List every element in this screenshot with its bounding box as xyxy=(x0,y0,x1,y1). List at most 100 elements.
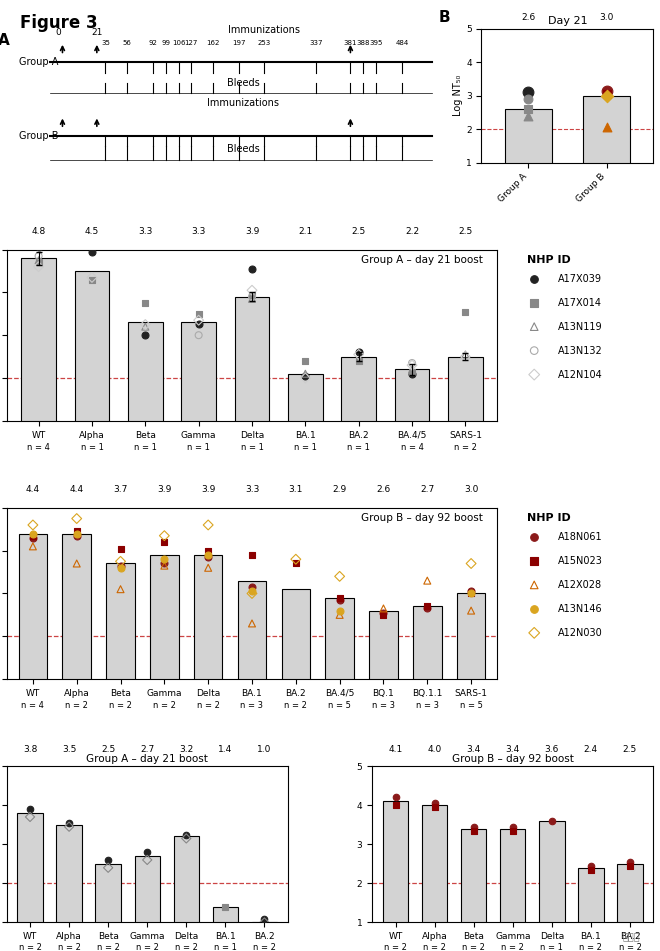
Text: 3.3: 3.3 xyxy=(191,227,206,236)
Text: 4.8: 4.8 xyxy=(32,227,46,236)
Point xyxy=(140,296,150,311)
Text: 4.1: 4.1 xyxy=(389,745,403,753)
Text: n = 3: n = 3 xyxy=(240,701,263,710)
Text: 4.5: 4.5 xyxy=(85,227,99,236)
Text: 337: 337 xyxy=(310,40,323,46)
Text: 4.4: 4.4 xyxy=(70,485,84,495)
Point xyxy=(140,319,150,334)
Bar xyxy=(461,828,486,951)
Text: n = 2: n = 2 xyxy=(197,701,220,710)
Text: n = 2: n = 2 xyxy=(384,942,407,951)
Point xyxy=(103,860,114,875)
Text: n = 1: n = 1 xyxy=(240,443,263,452)
Bar xyxy=(235,297,269,464)
Point xyxy=(523,85,534,100)
Text: 127: 127 xyxy=(185,40,198,46)
Point xyxy=(142,844,152,860)
Point xyxy=(460,347,471,362)
Text: 92: 92 xyxy=(148,40,157,46)
Text: Bleeds: Bleeds xyxy=(226,144,259,154)
Text: 0: 0 xyxy=(55,29,61,37)
Point xyxy=(71,556,82,572)
Bar xyxy=(21,258,56,464)
Text: 35: 35 xyxy=(101,40,110,46)
Text: 1.0: 1.0 xyxy=(257,745,271,753)
Bar xyxy=(96,864,121,951)
Bar xyxy=(341,357,376,464)
Text: 2.6: 2.6 xyxy=(521,12,535,22)
Text: 2.5: 2.5 xyxy=(623,745,637,753)
Point xyxy=(353,353,364,368)
Point xyxy=(115,553,126,569)
Point xyxy=(33,259,44,274)
Title: Group A – day 21 boost: Group A – day 21 boost xyxy=(86,754,208,764)
Text: n = 2: n = 2 xyxy=(618,942,642,951)
Point xyxy=(523,108,534,124)
Point xyxy=(300,368,311,383)
Bar xyxy=(194,555,222,722)
Text: n = 2: n = 2 xyxy=(57,942,81,951)
Text: A13N119: A13N119 xyxy=(558,321,603,332)
Point xyxy=(247,262,257,277)
Point xyxy=(430,796,440,811)
Point xyxy=(220,900,230,915)
Point xyxy=(115,560,126,575)
Y-axis label: Log NT₅₀: Log NT₅₀ xyxy=(453,75,463,116)
Text: n = 1: n = 1 xyxy=(81,443,104,452)
Point xyxy=(624,858,635,873)
Bar xyxy=(422,805,447,951)
Text: 56: 56 xyxy=(123,40,131,46)
Text: A15N023: A15N023 xyxy=(558,556,603,566)
Point xyxy=(140,327,150,342)
Bar xyxy=(369,611,398,722)
Point xyxy=(203,517,213,533)
Point xyxy=(71,524,82,539)
Bar xyxy=(18,534,47,722)
Point xyxy=(247,584,257,599)
Text: Group B – day 92 boost: Group B – day 92 boost xyxy=(361,513,482,523)
Point xyxy=(469,823,479,838)
Text: 3.1: 3.1 xyxy=(288,485,303,495)
Text: 484: 484 xyxy=(395,40,409,46)
Point xyxy=(203,548,213,563)
Bar xyxy=(539,821,564,951)
Text: n = 2: n = 2 xyxy=(136,942,158,951)
Bar xyxy=(128,322,162,464)
Text: 2.4: 2.4 xyxy=(584,745,598,753)
Bar xyxy=(500,828,525,951)
Point xyxy=(193,317,204,332)
Point xyxy=(523,91,534,107)
Point xyxy=(247,586,257,601)
Point xyxy=(378,605,389,620)
Point xyxy=(378,608,389,623)
Bar xyxy=(325,598,354,722)
Point xyxy=(203,543,213,558)
Bar xyxy=(17,813,43,951)
Text: Group B: Group B xyxy=(20,130,59,141)
Point xyxy=(523,102,534,117)
Point xyxy=(247,579,257,594)
Text: n = 5: n = 5 xyxy=(459,701,482,710)
Text: 2.9: 2.9 xyxy=(333,485,346,495)
Point xyxy=(193,306,204,321)
Text: 395: 395 xyxy=(370,40,383,46)
Bar xyxy=(617,864,643,951)
Text: 3.0: 3.0 xyxy=(464,485,478,495)
Text: A17X014: A17X014 xyxy=(558,298,602,308)
Text: 197: 197 xyxy=(232,40,246,46)
Point xyxy=(25,809,36,825)
Point xyxy=(181,827,191,843)
Text: n = 2: n = 2 xyxy=(454,443,477,452)
Point xyxy=(335,603,345,618)
Text: 2.2: 2.2 xyxy=(405,227,419,236)
Point xyxy=(203,560,213,575)
Point xyxy=(422,573,432,589)
Text: n = 4: n = 4 xyxy=(401,443,424,452)
Text: B: B xyxy=(438,10,450,25)
Bar xyxy=(63,534,91,722)
Point xyxy=(466,603,477,618)
Text: n = 2: n = 2 xyxy=(175,942,198,951)
Point xyxy=(300,370,311,385)
Text: 2.5: 2.5 xyxy=(352,227,366,236)
Point xyxy=(624,854,635,869)
